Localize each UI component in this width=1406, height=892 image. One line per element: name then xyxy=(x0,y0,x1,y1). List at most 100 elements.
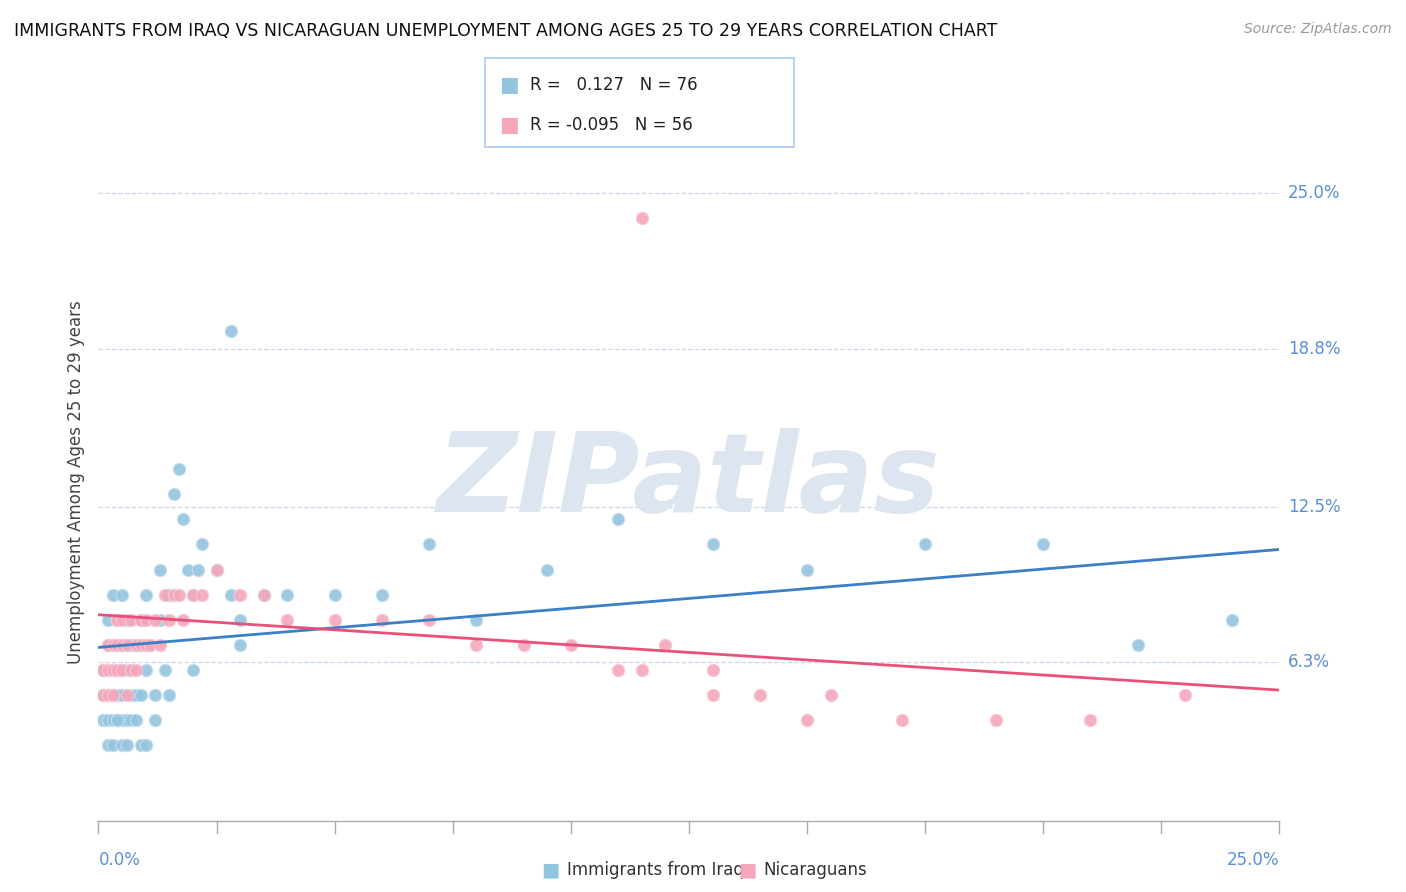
Text: Source: ZipAtlas.com: Source: ZipAtlas.com xyxy=(1244,22,1392,37)
Point xyxy=(91,663,114,677)
Point xyxy=(157,688,180,702)
Point xyxy=(172,613,194,627)
Text: 18.8%: 18.8% xyxy=(1288,340,1340,358)
Point xyxy=(129,638,152,652)
Point xyxy=(105,663,128,677)
Text: ZIPatlas: ZIPatlas xyxy=(437,428,941,535)
Point xyxy=(181,663,204,677)
Point xyxy=(105,613,128,627)
Point xyxy=(276,613,298,627)
Point xyxy=(512,638,534,652)
Point xyxy=(149,638,172,652)
Text: ■: ■ xyxy=(738,860,756,880)
Point xyxy=(97,739,120,753)
Point xyxy=(253,588,276,602)
Point xyxy=(111,638,134,652)
Point xyxy=(111,663,134,677)
Point xyxy=(111,638,134,652)
Point xyxy=(702,688,724,702)
Point xyxy=(153,588,176,602)
Point xyxy=(105,613,128,627)
Point xyxy=(143,713,166,727)
Point xyxy=(143,688,166,702)
Point xyxy=(163,588,186,602)
Point xyxy=(125,688,148,702)
Point xyxy=(205,563,228,577)
Text: ■: ■ xyxy=(499,115,519,135)
Point xyxy=(125,638,148,652)
Point xyxy=(984,713,1007,727)
Text: 12.5%: 12.5% xyxy=(1288,498,1340,516)
Text: Immigrants from Iraq: Immigrants from Iraq xyxy=(567,861,744,879)
Point xyxy=(229,588,252,602)
Point xyxy=(135,613,157,627)
Point xyxy=(91,688,114,702)
Point xyxy=(101,588,124,602)
Point xyxy=(163,487,186,501)
Point xyxy=(121,688,143,702)
Point xyxy=(101,739,124,753)
Point xyxy=(111,713,134,727)
Point xyxy=(97,663,120,677)
Point xyxy=(172,512,194,526)
Point xyxy=(418,537,440,551)
Y-axis label: Unemployment Among Ages 25 to 29 years: Unemployment Among Ages 25 to 29 years xyxy=(66,300,84,664)
Point xyxy=(101,713,124,727)
Point xyxy=(125,638,148,652)
Point xyxy=(97,688,120,702)
Point xyxy=(229,613,252,627)
Text: R = -0.095   N = 56: R = -0.095 N = 56 xyxy=(530,116,693,134)
Point xyxy=(157,588,180,602)
Point xyxy=(121,663,143,677)
Point xyxy=(115,613,138,627)
Point xyxy=(105,638,128,652)
Point xyxy=(111,613,134,627)
Point xyxy=(191,588,214,602)
Point xyxy=(111,739,134,753)
Point xyxy=(115,739,138,753)
Point xyxy=(1126,638,1149,652)
Point xyxy=(129,613,152,627)
Point xyxy=(219,324,242,338)
Point xyxy=(105,688,128,702)
Point xyxy=(654,638,676,652)
Point xyxy=(105,638,128,652)
Point xyxy=(121,613,143,627)
Point xyxy=(111,588,134,602)
Point xyxy=(630,663,652,677)
Point xyxy=(796,563,818,577)
Point xyxy=(181,588,204,602)
Point xyxy=(630,211,652,225)
Point xyxy=(101,638,124,652)
Point xyxy=(820,688,842,702)
Point xyxy=(101,663,124,677)
Point xyxy=(418,613,440,627)
Point xyxy=(111,663,134,677)
Point xyxy=(97,638,120,652)
Point xyxy=(607,512,630,526)
Text: 25.0%: 25.0% xyxy=(1227,851,1279,869)
Point xyxy=(135,739,157,753)
Point xyxy=(229,638,252,652)
Point xyxy=(139,638,162,652)
Text: 0.0%: 0.0% xyxy=(98,851,141,869)
Point xyxy=(748,688,770,702)
Point xyxy=(1174,688,1197,702)
Point xyxy=(536,563,558,577)
Point xyxy=(177,563,200,577)
Point xyxy=(181,588,204,602)
Text: 25.0%: 25.0% xyxy=(1288,184,1340,202)
Point xyxy=(91,663,114,677)
Point xyxy=(187,563,209,577)
Point xyxy=(91,688,114,702)
Point xyxy=(153,663,176,677)
Point xyxy=(115,663,138,677)
Point xyxy=(1220,613,1243,627)
Text: ■: ■ xyxy=(499,75,519,95)
Point xyxy=(135,588,157,602)
Point xyxy=(129,739,152,753)
Point xyxy=(101,688,124,702)
Point xyxy=(101,688,124,702)
Point xyxy=(702,537,724,551)
Point xyxy=(125,663,148,677)
